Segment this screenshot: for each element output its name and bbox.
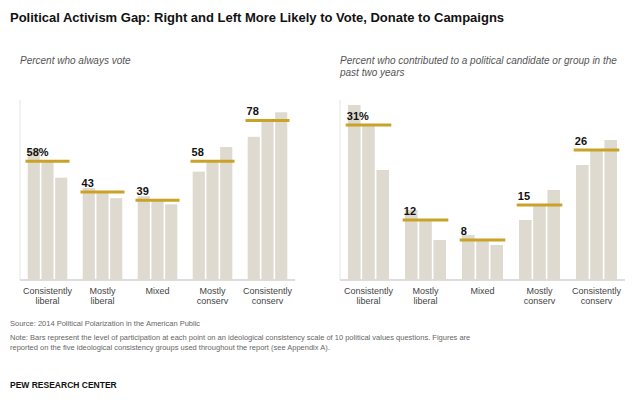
bar (28, 149, 40, 280)
bar (55, 178, 67, 280)
value-line (517, 204, 563, 207)
bar (41, 161, 53, 280)
bar (83, 188, 95, 280)
bar (138, 196, 150, 280)
category-label: Mixed (470, 286, 494, 296)
bar (165, 204, 177, 280)
data-labels: 31% 12 8 15 26 (347, 110, 587, 237)
bar (476, 240, 489, 280)
bar (576, 165, 589, 280)
category-label: Consistentlyconserv (572, 286, 622, 306)
value-axis (340, 100, 341, 280)
value-line (26, 160, 70, 163)
category-label: Mostlyliberal (89, 286, 116, 306)
bar (220, 147, 232, 280)
value-line (191, 160, 235, 163)
bar (248, 137, 260, 280)
annotation: Source: 2014 Political Polarization in t… (10, 319, 200, 328)
category-label: Consistentlyliberal (344, 286, 394, 306)
value-line (574, 149, 620, 152)
bar (490, 245, 503, 280)
value-line (81, 191, 125, 194)
bar (590, 150, 603, 280)
category-label: Mixed (145, 286, 169, 296)
bar (419, 220, 432, 280)
bar (151, 200, 163, 280)
value-line (346, 124, 392, 127)
data-label: 8 (461, 225, 467, 237)
chart-root: Political Activism Gap: Right and Left M… (0, 0, 640, 401)
bar (110, 198, 122, 280)
bar (519, 220, 532, 280)
data-label: 15 (518, 190, 530, 202)
bar (261, 120, 273, 280)
bar (206, 161, 218, 280)
bar (193, 172, 205, 280)
category-label: Consistentlyliberal (23, 286, 73, 306)
data-label: 12 (404, 205, 416, 217)
bar (533, 205, 546, 280)
bar (433, 240, 446, 280)
data-labels: 58% 43 39 58 78 (27, 105, 259, 197)
plot-marks (26, 112, 290, 280)
category-label: Mostlyconserv (524, 286, 556, 306)
data-label: 43 (82, 177, 94, 189)
bar (275, 112, 287, 280)
value-line (136, 199, 180, 202)
data-label: 39 (137, 185, 149, 197)
data-label: 26 (575, 135, 587, 147)
annotation: Note: Bars represent the level of partic… (10, 333, 470, 352)
annotation: PEW RESEARCH CENTER (10, 380, 117, 390)
subtitle: Percent who contributed to a political c… (339, 55, 617, 78)
plot-marks (346, 105, 620, 280)
category-label: Mostlyconserv (197, 286, 229, 306)
data-label: 31% (347, 110, 369, 122)
data-label: 78 (247, 105, 259, 117)
value-line (403, 219, 449, 222)
value-line (460, 239, 506, 242)
value-axis (20, 100, 21, 280)
data-label: 58 (192, 146, 204, 158)
category-label: Mostlyliberal (412, 286, 439, 306)
background (0, 0, 640, 401)
category-label: Consistentlyconserv (243, 286, 293, 306)
bar (348, 105, 361, 280)
title: Political Activism Gap: Right and Left M… (10, 10, 504, 25)
subtitle: Percent who always vote (20, 55, 131, 66)
bar (376, 170, 389, 280)
bar (96, 192, 108, 280)
data-label: 58% (27, 146, 49, 158)
bar (362, 125, 375, 280)
bar (462, 235, 475, 280)
value-line (246, 119, 290, 122)
bar (604, 140, 617, 280)
